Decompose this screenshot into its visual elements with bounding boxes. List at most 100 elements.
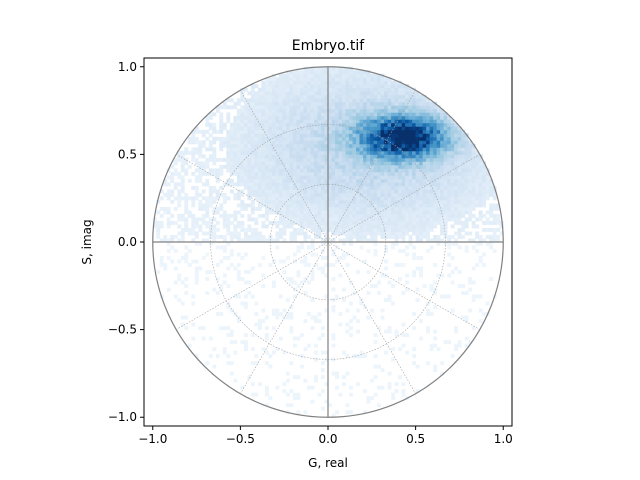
heatmap-cell <box>408 122 413 127</box>
heatmap-cell <box>313 70 318 75</box>
heatmap-cell <box>285 203 290 208</box>
heatmap-cell <box>408 150 413 155</box>
heatmap-cell <box>443 234 448 239</box>
heatmap-cell <box>366 178 371 183</box>
heatmap-cell <box>317 84 322 89</box>
heatmap-cell <box>243 347 248 352</box>
heatmap-cell <box>282 350 287 355</box>
heatmap-cell <box>320 178 325 183</box>
heatmap-cell <box>275 168 280 173</box>
heatmap-cell <box>349 115 353 120</box>
heatmap-cell <box>328 140 332 145</box>
heatmap-cell <box>247 175 252 180</box>
heatmap-cell <box>363 84 367 89</box>
heatmap-cell <box>335 136 339 141</box>
heatmap-cell <box>166 175 171 180</box>
heatmap-cell <box>342 70 346 75</box>
heatmap-cell <box>471 178 476 183</box>
heatmap-cell <box>208 154 213 159</box>
heatmap-cell <box>289 189 294 194</box>
heatmap-cell <box>306 175 311 180</box>
heatmap-cell <box>391 84 395 89</box>
heatmap-cell <box>412 231 417 236</box>
heatmap-cell <box>366 157 371 162</box>
heatmap-cell <box>352 185 357 190</box>
heatmap-cell <box>426 140 431 145</box>
heatmap-cell <box>394 224 399 229</box>
heatmap-cell <box>278 108 283 113</box>
heatmap-cell <box>310 73 315 78</box>
heatmap-cell <box>454 154 459 159</box>
heatmap-cell <box>485 301 490 306</box>
heatmap-cell <box>401 122 406 127</box>
heatmap-cell <box>313 164 318 169</box>
heatmap-cell <box>229 340 234 345</box>
heatmap-cell <box>278 147 283 152</box>
heatmap-cell <box>405 115 409 120</box>
heatmap-cell <box>324 80 329 85</box>
heatmap-cell <box>447 164 452 169</box>
heatmap-cell <box>412 213 417 218</box>
heatmap-cell <box>324 199 329 204</box>
heatmap-cell <box>342 227 346 232</box>
heatmap-cell <box>275 315 280 320</box>
heatmap-cell <box>257 382 262 387</box>
heatmap-cell <box>254 168 259 173</box>
heatmap-cell <box>394 94 399 99</box>
heatmap-cell <box>208 115 213 120</box>
heatmap-cell <box>313 147 318 152</box>
heatmap-cell <box>464 178 469 183</box>
heatmap-cell <box>215 108 220 113</box>
heatmap-cell <box>254 206 259 211</box>
heatmap-cell <box>436 347 441 352</box>
heatmap-cell <box>387 189 392 194</box>
heatmap-cell <box>320 112 325 117</box>
heatmap-cell <box>461 168 466 173</box>
heatmap-cell <box>412 164 417 169</box>
heatmap-cell <box>338 224 343 229</box>
heatmap-cell <box>443 136 448 141</box>
heatmap-cell <box>317 217 322 222</box>
heatmap-cell <box>335 164 339 169</box>
heatmap-cell <box>457 133 462 138</box>
heatmap-cell <box>366 171 371 176</box>
heatmap-cell <box>398 115 402 120</box>
heatmap-cell <box>489 178 494 183</box>
heatmap-cell <box>243 87 248 92</box>
heatmap-cell <box>429 150 434 155</box>
heatmap-cell <box>194 168 199 173</box>
heatmap-cell <box>324 150 329 155</box>
heatmap-cell <box>370 112 374 117</box>
heatmap-cell <box>208 224 213 229</box>
heatmap-cell <box>222 217 227 222</box>
heatmap-cell <box>310 150 315 155</box>
heatmap-cell <box>299 245 304 250</box>
heatmap-cell <box>303 189 308 194</box>
heatmap-cell <box>198 178 203 183</box>
heatmap-cell <box>324 119 329 124</box>
heatmap-cell <box>408 157 413 162</box>
heatmap-cell <box>289 280 294 285</box>
heatmap-cell <box>408 227 413 232</box>
heatmap-cell <box>233 210 238 215</box>
heatmap-cell <box>471 161 476 166</box>
heatmap-cell <box>254 84 259 89</box>
heatmap-cell <box>331 73 336 78</box>
heatmap-cell <box>299 168 304 173</box>
heatmap-cell <box>359 91 364 96</box>
heatmap-cell <box>450 122 455 127</box>
heatmap-cell <box>454 326 459 331</box>
heatmap-cell <box>201 196 206 201</box>
heatmap-cell <box>440 273 445 278</box>
heatmap-cell <box>275 196 280 201</box>
heatmap-cell <box>261 203 266 208</box>
heatmap-cell <box>415 143 420 148</box>
heatmap-cell <box>268 196 273 201</box>
heatmap-cell <box>194 242 199 246</box>
heatmap-cell <box>292 129 297 134</box>
heatmap-cell <box>292 185 297 190</box>
heatmap-cell <box>370 164 374 169</box>
heatmap-cell <box>271 133 276 138</box>
heatmap-cell <box>250 84 255 89</box>
heatmap-cell <box>303 119 308 124</box>
